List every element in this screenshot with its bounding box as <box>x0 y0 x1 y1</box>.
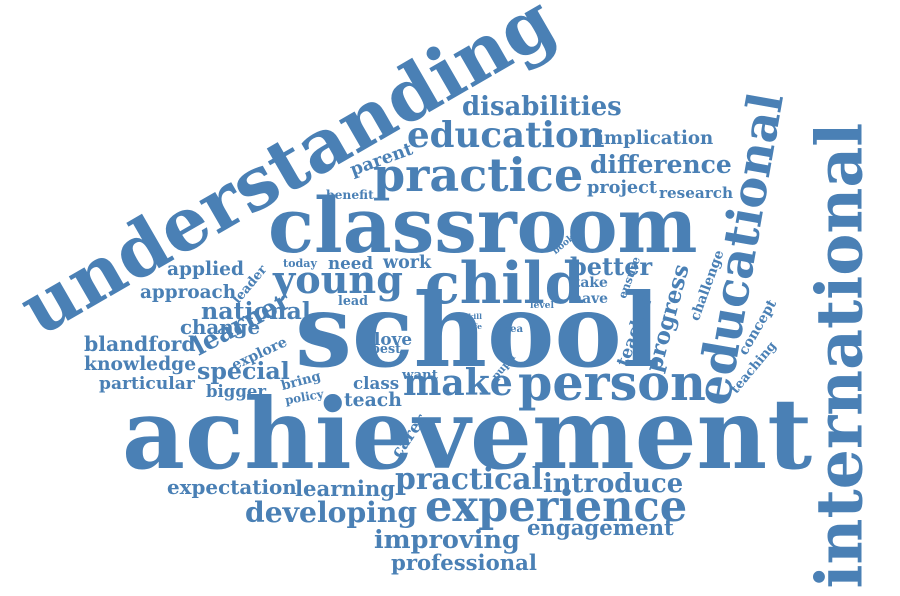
word-school: school <box>295 271 661 390</box>
word-idea: idea <box>499 323 524 335</box>
word-research: research <box>659 183 734 202</box>
word-life: life <box>468 321 483 331</box>
word-introduce: introduce <box>543 469 684 499</box>
word-lead: lead <box>338 292 368 308</box>
word-special: special <box>197 357 290 385</box>
word-experience: experience <box>425 481 688 532</box>
word-achievement: achievement <box>122 376 813 491</box>
word-child: child <box>425 249 585 317</box>
word-particular: particular <box>99 373 195 394</box>
word-young: young <box>273 258 403 303</box>
word-practice: practice <box>373 148 584 202</box>
word-better: better <box>570 252 653 281</box>
word-skill: skill <box>464 312 482 321</box>
word-want: want <box>402 367 438 383</box>
word-bigger: bigger <box>206 381 267 401</box>
word-take: take <box>574 275 608 291</box>
word-implication: implication <box>597 128 714 149</box>
word-today: today <box>283 256 317 270</box>
word-make: make <box>403 361 513 404</box>
word-knowledge: knowledge <box>84 352 197 375</box>
word-applied: applied <box>167 258 245 280</box>
word-difference: difference <box>590 149 732 179</box>
word-teach: teach <box>344 388 402 411</box>
word-need: need <box>328 252 374 273</box>
word-project: project <box>587 177 658 198</box>
word-person: person <box>518 353 706 412</box>
word-love: love <box>374 328 412 349</box>
word-professional: professional <box>391 549 537 575</box>
word-class: class <box>353 372 400 393</box>
word-national: national <box>201 297 311 325</box>
word-learning: learning <box>295 475 396 501</box>
word-work: work <box>383 253 432 273</box>
word-engagement: engagement <box>527 514 674 540</box>
word-best: best <box>371 340 401 356</box>
word-education: education <box>407 115 605 156</box>
word-benefit: benefit <box>326 187 374 202</box>
word-have: have <box>572 291 609 307</box>
word-change: change <box>180 315 261 339</box>
word-improving: improving <box>374 525 520 555</box>
word-approach: approach <box>140 282 237 303</box>
word-classroom: classroom <box>268 181 698 270</box>
word-disabilities: disabilities <box>462 92 622 122</box>
word-expectation: expectation <box>167 475 297 499</box>
word-practical: practical <box>395 462 543 497</box>
word-international: international <box>802 122 877 588</box>
word-developing: developing <box>245 496 418 529</box>
word-blandford: blandford <box>84 332 196 356</box>
word-level: level <box>530 299 555 311</box>
